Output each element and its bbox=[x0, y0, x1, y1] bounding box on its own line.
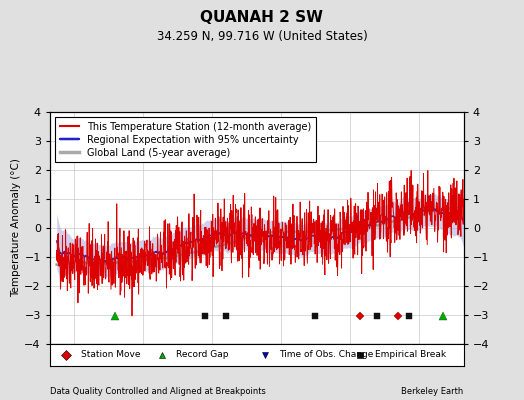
Text: Data Quality Controlled and Aligned at Breakpoints: Data Quality Controlled and Aligned at B… bbox=[50, 387, 266, 396]
Text: Time of Obs. Change: Time of Obs. Change bbox=[279, 350, 374, 359]
Legend: This Temperature Station (12-month average), Regional Expectation with 95% uncer: This Temperature Station (12-month avera… bbox=[54, 117, 316, 162]
Text: QUANAH 2 SW: QUANAH 2 SW bbox=[201, 10, 323, 25]
Text: Station Move: Station Move bbox=[81, 350, 140, 359]
Y-axis label: Temperature Anomaly (°C): Temperature Anomaly (°C) bbox=[12, 158, 21, 298]
Text: 34.259 N, 99.716 W (United States): 34.259 N, 99.716 W (United States) bbox=[157, 30, 367, 43]
Text: Record Gap: Record Gap bbox=[176, 350, 228, 359]
Text: Berkeley Earth: Berkeley Earth bbox=[401, 387, 464, 396]
Text: Empirical Break: Empirical Break bbox=[375, 350, 446, 359]
